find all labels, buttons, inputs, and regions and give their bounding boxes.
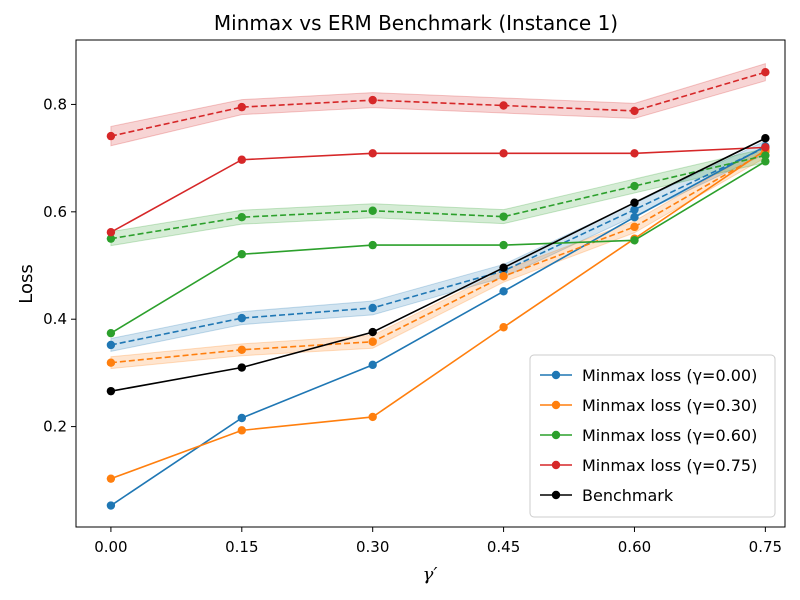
- series-1-dashed-point-4: [630, 222, 639, 232]
- series-2-solid-point-3: [499, 240, 508, 250]
- series-4-solid-point-3: [499, 263, 508, 272]
- legend-marker-2: [551, 430, 561, 440]
- series-0-dashed-point-1: [237, 313, 246, 323]
- series-2-dashed-point-0: [106, 234, 116, 243]
- legend-label-3: Minmax loss (γ=0.75): [582, 456, 757, 475]
- series-3-dashed-point-0: [106, 131, 116, 141]
- series-2-solid-point-1: [237, 250, 246, 259]
- legend-box: [529, 354, 776, 518]
- series-2-solid-line: [110, 160, 766, 334]
- legend-marker-3: [551, 460, 561, 470]
- series-4-solid-point-0: [106, 386, 116, 396]
- series-0-dashed-point-0: [106, 340, 116, 350]
- series-0-solid-point-0: [106, 501, 116, 510]
- series-2-solid-point-4: [630, 236, 639, 245]
- series-1-dashed-point-2: [368, 337, 377, 346]
- series-3-solid-point-5: [761, 143, 770, 152]
- series-3-dashed-point-2: [368, 95, 377, 105]
- series-2-dashed-line: [110, 154, 766, 240]
- x-tick-label-5: 0.75: [749, 538, 782, 556]
- plot-area: [106, 62, 770, 510]
- series-2-dashed-point-1: [237, 212, 246, 222]
- series-4-solid-point-1: [237, 363, 246, 372]
- series-4-solid-point-2: [368, 327, 377, 337]
- y-tick-label-2: 0.6: [43, 203, 67, 221]
- series-0-solid-line: [110, 145, 766, 507]
- x-tick-label-0: 0.00: [94, 538, 127, 556]
- legend-label-4: Benchmark: [582, 486, 674, 505]
- legend-label-0: Minmax loss (γ=0.00): [582, 366, 757, 385]
- y-tick-label-1: 0.4: [43, 310, 67, 328]
- series-1-dashed-point-3: [499, 272, 508, 281]
- x-tick-label-1: 0.15: [225, 538, 258, 556]
- y-tick-label-0: 0.2: [43, 418, 67, 436]
- series-3-band: [110, 62, 766, 147]
- series-0-dashed-point-2: [368, 303, 377, 313]
- plot-frame: [75, 39, 786, 528]
- series-2-dashed-point-3: [499, 212, 508, 221]
- series-0-solid-point-2: [368, 360, 377, 370]
- series-3-solid-line: [110, 146, 766, 233]
- series-2-solid-point-2: [368, 240, 377, 250]
- legend-label-1: Minmax loss (γ=0.30): [582, 396, 757, 415]
- legend-marker-1: [551, 400, 561, 410]
- chart-title: Minmax vs ERM Benchmark (Instance 1): [214, 11, 618, 35]
- series-3-solid-point-2: [368, 149, 377, 158]
- legend-marker-0: [551, 370, 561, 380]
- series-3-dashed-point-1: [237, 102, 246, 112]
- series-3-solid-point-0: [106, 228, 116, 237]
- y-axis-label: Loss: [16, 264, 37, 303]
- series-1-dashed-line: [110, 150, 766, 364]
- series-4-solid-line: [110, 137, 766, 392]
- axis-ticks: 0.00 0.15 0.30 0.45 0.60 0.75 0.2 0.4 0.6 0.8: [43, 95, 782, 556]
- x-tick-label-3: 0.45: [487, 538, 520, 556]
- series-2-dashed-point-2: [368, 206, 377, 215]
- legend-marker-4: [551, 490, 561, 500]
- series-1-solid-point-3: [499, 323, 508, 332]
- series-3-solid-point-4: [630, 149, 639, 158]
- series-3-dashed-point-4: [630, 106, 639, 116]
- series-3-dashed-point-5: [761, 68, 770, 77]
- series-0-solid-point-3: [499, 287, 508, 296]
- legend: Minmax loss (γ=0.00) Minmax loss (γ=0.30)…: [529, 354, 776, 518]
- series-0-dashed-point-4: [630, 205, 639, 214]
- series-1-solid-line: [110, 149, 766, 480]
- series-1-solid-point-1: [237, 426, 246, 435]
- x-axis-label: γ′: [423, 564, 438, 585]
- x-tick-label-4: 0.60: [618, 538, 651, 556]
- series-1-solid-point-2: [368, 412, 377, 422]
- x-tick-label-2: 0.30: [356, 538, 389, 556]
- series-4-solid-point-4: [630, 198, 639, 207]
- series-3-dashed-line: [110, 71, 766, 137]
- series-2-solid-point-0: [106, 328, 116, 338]
- series-0-dashed-line: [110, 146, 766, 346]
- series-2-dashed-point-4: [630, 181, 639, 191]
- series-3-dashed-point-3: [499, 101, 508, 110]
- series-0-solid-point-1: [237, 413, 246, 423]
- series-1-dashed-point-0: [106, 358, 116, 367]
- series-4-solid-point-5: [761, 134, 770, 143]
- y-tick-label-3: 0.8: [43, 95, 67, 113]
- series-1-solid-point-0: [106, 474, 116, 483]
- series-2-dashed-point-5: [761, 151, 770, 160]
- legend-label-2: Minmax loss (γ=0.60): [582, 426, 757, 445]
- series-1-dashed-point-1: [237, 345, 246, 355]
- series-3-solid-point-3: [499, 149, 508, 158]
- series-3-solid-point-1: [237, 155, 246, 164]
- series-2-solid-point-5: [761, 157, 770, 166]
- series-0-solid-point-4: [630, 212, 639, 222]
